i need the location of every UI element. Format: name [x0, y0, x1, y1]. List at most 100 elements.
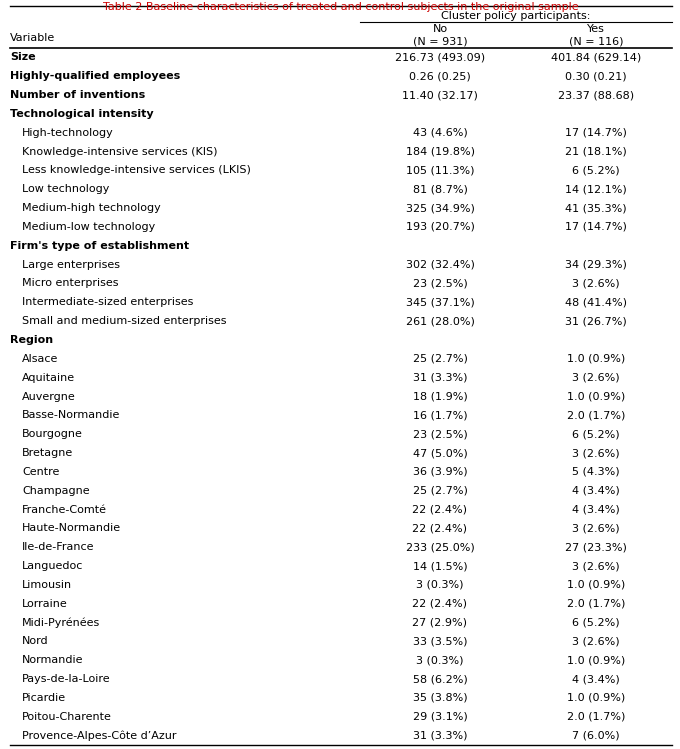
Text: No
(N = 931): No (N = 931)	[413, 24, 467, 46]
Text: Nord: Nord	[22, 637, 49, 646]
Text: 7 (6.0%): 7 (6.0%)	[572, 730, 619, 741]
Text: 4 (3.4%): 4 (3.4%)	[572, 505, 620, 515]
Text: Midi-Pyrénées: Midi-Pyrénées	[22, 617, 100, 628]
Text: Bretagne: Bretagne	[22, 448, 73, 458]
Text: 23.37 (88.68): 23.37 (88.68)	[558, 90, 634, 100]
Text: 27 (23.3%): 27 (23.3%)	[565, 542, 627, 552]
Text: Centre: Centre	[22, 467, 59, 477]
Text: 325 (34.9%): 325 (34.9%)	[405, 203, 475, 213]
Text: 25 (2.7%): 25 (2.7%)	[413, 485, 467, 496]
Text: 0.30 (0.21): 0.30 (0.21)	[565, 71, 627, 81]
Text: 0.26 (0.25): 0.26 (0.25)	[409, 71, 471, 81]
Text: Haute-Normandie: Haute-Normandie	[22, 524, 121, 533]
Text: 21 (18.1%): 21 (18.1%)	[565, 147, 627, 157]
Text: High-technology: High-technology	[22, 128, 114, 138]
Text: 58 (6.2%): 58 (6.2%)	[413, 674, 467, 684]
Text: 27 (2.9%): 27 (2.9%)	[413, 618, 468, 628]
Text: Medium-low technology: Medium-low technology	[22, 222, 155, 232]
Text: Table 2 Baseline characteristics of treated and control subjects in the original: Table 2 Baseline characteristics of trea…	[103, 2, 579, 12]
Text: Large enterprises: Large enterprises	[22, 260, 120, 270]
Text: 3 (2.6%): 3 (2.6%)	[572, 448, 619, 458]
Text: Alsace: Alsace	[22, 354, 58, 364]
Text: 16 (1.7%): 16 (1.7%)	[413, 410, 467, 420]
Text: 1.0 (0.9%): 1.0 (0.9%)	[567, 693, 625, 703]
Text: 261 (28.0%): 261 (28.0%)	[405, 316, 475, 326]
Text: 22 (2.4%): 22 (2.4%)	[413, 524, 468, 533]
Text: Knowledge-intensive services (KIS): Knowledge-intensive services (KIS)	[22, 147, 218, 157]
Text: Ile-de-France: Ile-de-France	[22, 542, 95, 552]
Text: 31 (26.7%): 31 (26.7%)	[565, 316, 627, 326]
Text: 25 (2.7%): 25 (2.7%)	[413, 354, 467, 364]
Text: Intermediate-sized enterprises: Intermediate-sized enterprises	[22, 297, 193, 307]
Text: 35 (3.8%): 35 (3.8%)	[413, 693, 467, 703]
Text: 36 (3.9%): 36 (3.9%)	[413, 467, 467, 477]
Text: 33 (3.5%): 33 (3.5%)	[413, 637, 467, 646]
Text: 41 (35.3%): 41 (35.3%)	[565, 203, 627, 213]
Text: 1.0 (0.9%): 1.0 (0.9%)	[567, 354, 625, 364]
Text: Low technology: Low technology	[22, 184, 109, 194]
Text: Provence-Alpes-Côte d’Azur: Provence-Alpes-Côte d’Azur	[22, 730, 177, 741]
Text: Technological intensity: Technological intensity	[10, 109, 154, 119]
Text: Pays-de-la-Loire: Pays-de-la-Loire	[22, 674, 111, 684]
Text: Number of inventions: Number of inventions	[10, 90, 146, 100]
Text: 17 (14.7%): 17 (14.7%)	[565, 222, 627, 232]
Text: 22 (2.4%): 22 (2.4%)	[413, 598, 468, 609]
Text: 29 (3.1%): 29 (3.1%)	[413, 712, 467, 722]
Text: 23 (2.5%): 23 (2.5%)	[413, 429, 467, 439]
Text: 1.0 (0.9%): 1.0 (0.9%)	[567, 655, 625, 665]
Text: 18 (1.9%): 18 (1.9%)	[413, 392, 467, 401]
Text: Region: Region	[10, 335, 53, 345]
Text: 233 (25.0%): 233 (25.0%)	[406, 542, 475, 552]
Text: 14 (12.1%): 14 (12.1%)	[565, 184, 627, 194]
Text: Yes
(N = 116): Yes (N = 116)	[568, 24, 624, 46]
Text: Normandie: Normandie	[22, 655, 84, 665]
Text: Lorraine: Lorraine	[22, 598, 68, 609]
Text: 1.0 (0.9%): 1.0 (0.9%)	[567, 392, 625, 401]
Text: Micro enterprises: Micro enterprises	[22, 279, 118, 288]
Text: Languedoc: Languedoc	[22, 561, 84, 571]
Text: Franche-Comté: Franche-Comté	[22, 505, 107, 515]
Text: 48 (41.4%): 48 (41.4%)	[565, 297, 627, 307]
Text: 6 (5.2%): 6 (5.2%)	[572, 166, 619, 175]
Text: 31 (3.3%): 31 (3.3%)	[413, 730, 467, 741]
Text: 2.0 (1.7%): 2.0 (1.7%)	[567, 410, 625, 420]
Text: 1.0 (0.9%): 1.0 (0.9%)	[567, 580, 625, 590]
Text: 184 (19.8%): 184 (19.8%)	[405, 147, 475, 157]
Text: Variable: Variable	[10, 33, 55, 43]
Text: Basse-Normandie: Basse-Normandie	[22, 410, 120, 420]
Text: Champagne: Champagne	[22, 485, 90, 496]
Text: 401.84 (629.14): 401.84 (629.14)	[551, 52, 641, 62]
Text: 43 (4.6%): 43 (4.6%)	[413, 128, 467, 138]
Text: 6 (5.2%): 6 (5.2%)	[572, 618, 619, 628]
Text: 3 (0.3%): 3 (0.3%)	[416, 580, 464, 590]
Text: Medium-high technology: Medium-high technology	[22, 203, 160, 213]
Text: Cluster policy participants:: Cluster policy participants:	[441, 10, 591, 21]
Text: 14 (1.5%): 14 (1.5%)	[413, 561, 467, 571]
Text: 34 (29.3%): 34 (29.3%)	[565, 260, 627, 270]
Text: Auvergne: Auvergne	[22, 392, 75, 401]
Text: 3 (2.6%): 3 (2.6%)	[572, 637, 619, 646]
Text: 81 (8.7%): 81 (8.7%)	[413, 184, 467, 194]
Text: Size: Size	[10, 52, 35, 62]
Text: 302 (32.4%): 302 (32.4%)	[405, 260, 475, 270]
Text: 47 (5.0%): 47 (5.0%)	[413, 448, 467, 458]
Text: Highly-qualified employees: Highly-qualified employees	[10, 71, 180, 81]
Text: Picardie: Picardie	[22, 693, 66, 703]
Text: 216.73 (493.09): 216.73 (493.09)	[395, 52, 485, 62]
Text: Limousin: Limousin	[22, 580, 72, 590]
Text: 4 (3.4%): 4 (3.4%)	[572, 485, 620, 496]
Text: 2.0 (1.7%): 2.0 (1.7%)	[567, 712, 625, 722]
Text: Bourgogne: Bourgogne	[22, 429, 83, 439]
Text: Less knowledge-intensive services (LKIS): Less knowledge-intensive services (LKIS)	[22, 166, 251, 175]
Text: 2.0 (1.7%): 2.0 (1.7%)	[567, 598, 625, 609]
Text: 31 (3.3%): 31 (3.3%)	[413, 373, 467, 383]
Text: 22 (2.4%): 22 (2.4%)	[413, 505, 468, 515]
Text: 3 (2.6%): 3 (2.6%)	[572, 373, 619, 383]
Text: Aquitaine: Aquitaine	[22, 373, 75, 383]
Text: 11.40 (32.17): 11.40 (32.17)	[402, 90, 478, 100]
Text: Poitou-Charente: Poitou-Charente	[22, 712, 112, 722]
Text: 23 (2.5%): 23 (2.5%)	[413, 279, 467, 288]
Text: 193 (20.7%): 193 (20.7%)	[405, 222, 475, 232]
Text: Firm's type of establishment: Firm's type of establishment	[10, 240, 189, 251]
Text: 3 (2.6%): 3 (2.6%)	[572, 561, 619, 571]
